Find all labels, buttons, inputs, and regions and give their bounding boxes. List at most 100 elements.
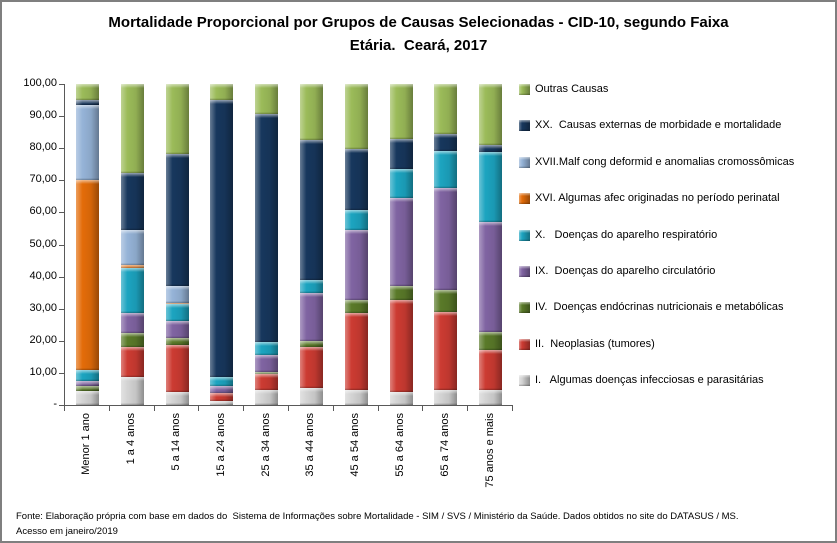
bar-segment bbox=[344, 230, 368, 301]
legend-item: IV. Doenças endócrinas nutricionais e me… bbox=[519, 302, 831, 314]
x-tick-mark bbox=[243, 406, 245, 411]
bar-segment bbox=[299, 346, 323, 389]
chart-title: Mortalidade Proporcional por Grupos de C… bbox=[2, 11, 835, 58]
legend-swatch-icon bbox=[519, 229, 530, 241]
x-tick-mark bbox=[467, 406, 469, 411]
bar-segment bbox=[75, 380, 99, 386]
x-tick-mark bbox=[512, 406, 513, 411]
y-tick-mark bbox=[59, 148, 64, 150]
bar-segment bbox=[255, 114, 279, 343]
bar-segment bbox=[210, 400, 234, 405]
legend-label: IX. Doenças do aparelho circulatório bbox=[535, 264, 716, 277]
bar-segment bbox=[165, 153, 189, 286]
x-tick-label-text: 65 a 74 anos bbox=[438, 413, 451, 477]
legend-swatch-icon bbox=[519, 120, 530, 132]
bar-segment bbox=[255, 355, 279, 372]
x-tick-mark bbox=[64, 406, 65, 411]
y-tick-label: 40,00 bbox=[29, 269, 57, 282]
stacked-bar-6 bbox=[299, 84, 323, 405]
bar-segment bbox=[479, 152, 503, 223]
x-tick-label-text: Menor 1 ano bbox=[80, 413, 93, 475]
legend-label: II. Neoplasias (tumores) bbox=[535, 337, 655, 350]
stacked-bar-1 bbox=[75, 84, 99, 405]
bar-segment bbox=[120, 346, 144, 377]
y-tick-label: 20,00 bbox=[29, 333, 57, 346]
source-note-line1: Fonte: Elaboração própria com base em da… bbox=[16, 511, 739, 522]
legend-item: XVII.Malf cong deformid e anomalias crom… bbox=[519, 155, 831, 168]
legend-label: XVII.Malf cong deformid e anomalias crom… bbox=[535, 155, 795, 168]
bar-segment bbox=[344, 209, 368, 231]
bar-segment bbox=[165, 345, 189, 392]
bar-segment bbox=[255, 84, 279, 115]
bar-segment bbox=[165, 338, 189, 345]
legend-swatch-icon bbox=[519, 156, 530, 168]
bar-segment bbox=[389, 198, 413, 286]
bar-segment bbox=[120, 84, 144, 173]
x-tick-label: 45 a 54 anos bbox=[333, 413, 378, 508]
bar-segment bbox=[120, 265, 144, 269]
bar-segment bbox=[389, 285, 413, 301]
x-tick-label: 25 a 34 anos bbox=[243, 413, 288, 508]
chart-title-line1: Mortalidade Proporcional por Grupos de C… bbox=[108, 14, 729, 31]
bar-segment bbox=[210, 377, 234, 386]
bar-segment bbox=[344, 300, 368, 314]
legend-swatch-icon bbox=[519, 84, 530, 95]
bar-segment bbox=[210, 393, 234, 401]
x-tick-label-text: 55 a 64 anos bbox=[393, 413, 406, 477]
x-tick-label: 75 anos e mais bbox=[467, 413, 512, 508]
x-tick-mark bbox=[153, 406, 155, 411]
legend-item: X. Doenças do aparelho respiratório bbox=[519, 228, 831, 241]
bar-segment bbox=[299, 139, 323, 280]
bar-segment bbox=[255, 373, 279, 390]
bar-segment bbox=[165, 320, 189, 339]
bar-segment bbox=[75, 369, 99, 381]
x-tick-label-text: 1 a 4 anos bbox=[125, 413, 138, 465]
x-tick-label: 15 a 24 anos bbox=[198, 413, 243, 508]
bar-segment bbox=[434, 389, 458, 405]
y-tick-mark bbox=[59, 244, 64, 246]
bar-segment bbox=[299, 341, 323, 347]
bar-segment bbox=[210, 84, 234, 100]
stacked-bar-7 bbox=[344, 84, 368, 405]
bar-segment bbox=[389, 139, 413, 170]
bar-segment bbox=[165, 84, 189, 154]
y-tick-label: - bbox=[53, 398, 57, 410]
bar-segment bbox=[434, 188, 458, 290]
x-tick-label-text: 45 a 54 anos bbox=[349, 413, 362, 477]
y-tick-label: 50,00 bbox=[29, 237, 57, 250]
bar-segment bbox=[165, 302, 189, 305]
bar-segment bbox=[299, 84, 323, 140]
legend-item: I. Algumas doenças infecciosas e parasit… bbox=[519, 375, 831, 386]
legend-item: II. Neoplasias (tumores) bbox=[519, 337, 831, 350]
x-tick-mark bbox=[422, 406, 424, 411]
bar-segment bbox=[75, 390, 99, 405]
y-tick-mark bbox=[59, 372, 64, 374]
y-tick-label: 70,00 bbox=[29, 173, 57, 186]
x-tick-label-text: 5 a 14 anos bbox=[169, 413, 182, 471]
bar-segment bbox=[75, 104, 99, 181]
bar-segment bbox=[120, 376, 144, 405]
bar-segment bbox=[120, 230, 144, 266]
plot-area bbox=[64, 84, 513, 406]
x-tick-label: 5 a 14 anos bbox=[154, 413, 199, 508]
legend: Outras Causas XX. Causas externas de morb… bbox=[519, 84, 831, 386]
bar-segment bbox=[299, 293, 323, 342]
legend-label: X. Doenças do aparelho respiratório bbox=[535, 228, 718, 241]
x-tick-label: 35 a 44 anos bbox=[288, 413, 333, 508]
legend-label: XX. Causas externas de morbidade e morta… bbox=[535, 119, 782, 132]
legend-item: IX. Doenças do aparelho circulatório bbox=[519, 264, 831, 277]
y-tick-mark bbox=[59, 405, 64, 406]
y-tick-mark bbox=[59, 180, 64, 182]
stacked-bar-2 bbox=[120, 84, 144, 405]
y-tick-label: 90,00 bbox=[29, 109, 57, 122]
bar-segment bbox=[210, 99, 234, 378]
bar-segment bbox=[479, 222, 503, 333]
legend-label: Outras Causas bbox=[535, 83, 609, 95]
legend-swatch-icon bbox=[519, 265, 530, 277]
y-tick-label: 60,00 bbox=[29, 205, 57, 218]
bar-segment bbox=[434, 311, 458, 390]
bar-segment bbox=[434, 84, 458, 134]
bar-segment bbox=[299, 388, 323, 405]
source-note: Fonte: Elaboração própria com base em da… bbox=[16, 510, 825, 539]
bar-segment bbox=[120, 268, 144, 314]
